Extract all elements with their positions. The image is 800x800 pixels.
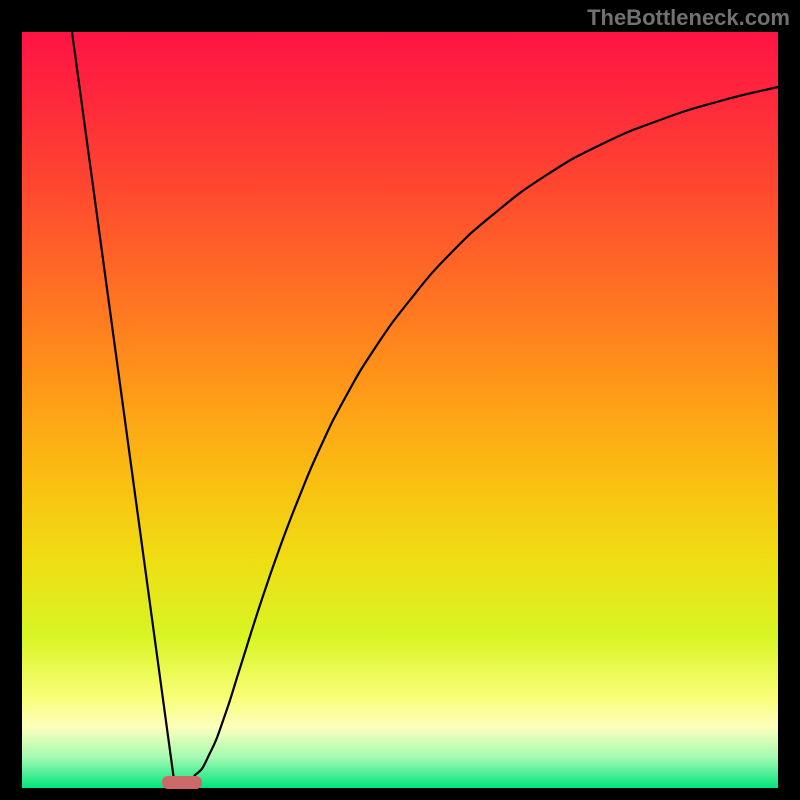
plot-svg (0, 0, 800, 800)
gradient-background (22, 32, 778, 788)
chart-container: TheBottleneck.com (0, 0, 800, 800)
bottleneck-marker (162, 776, 202, 789)
watermark-text: TheBottleneck.com (587, 5, 790, 31)
